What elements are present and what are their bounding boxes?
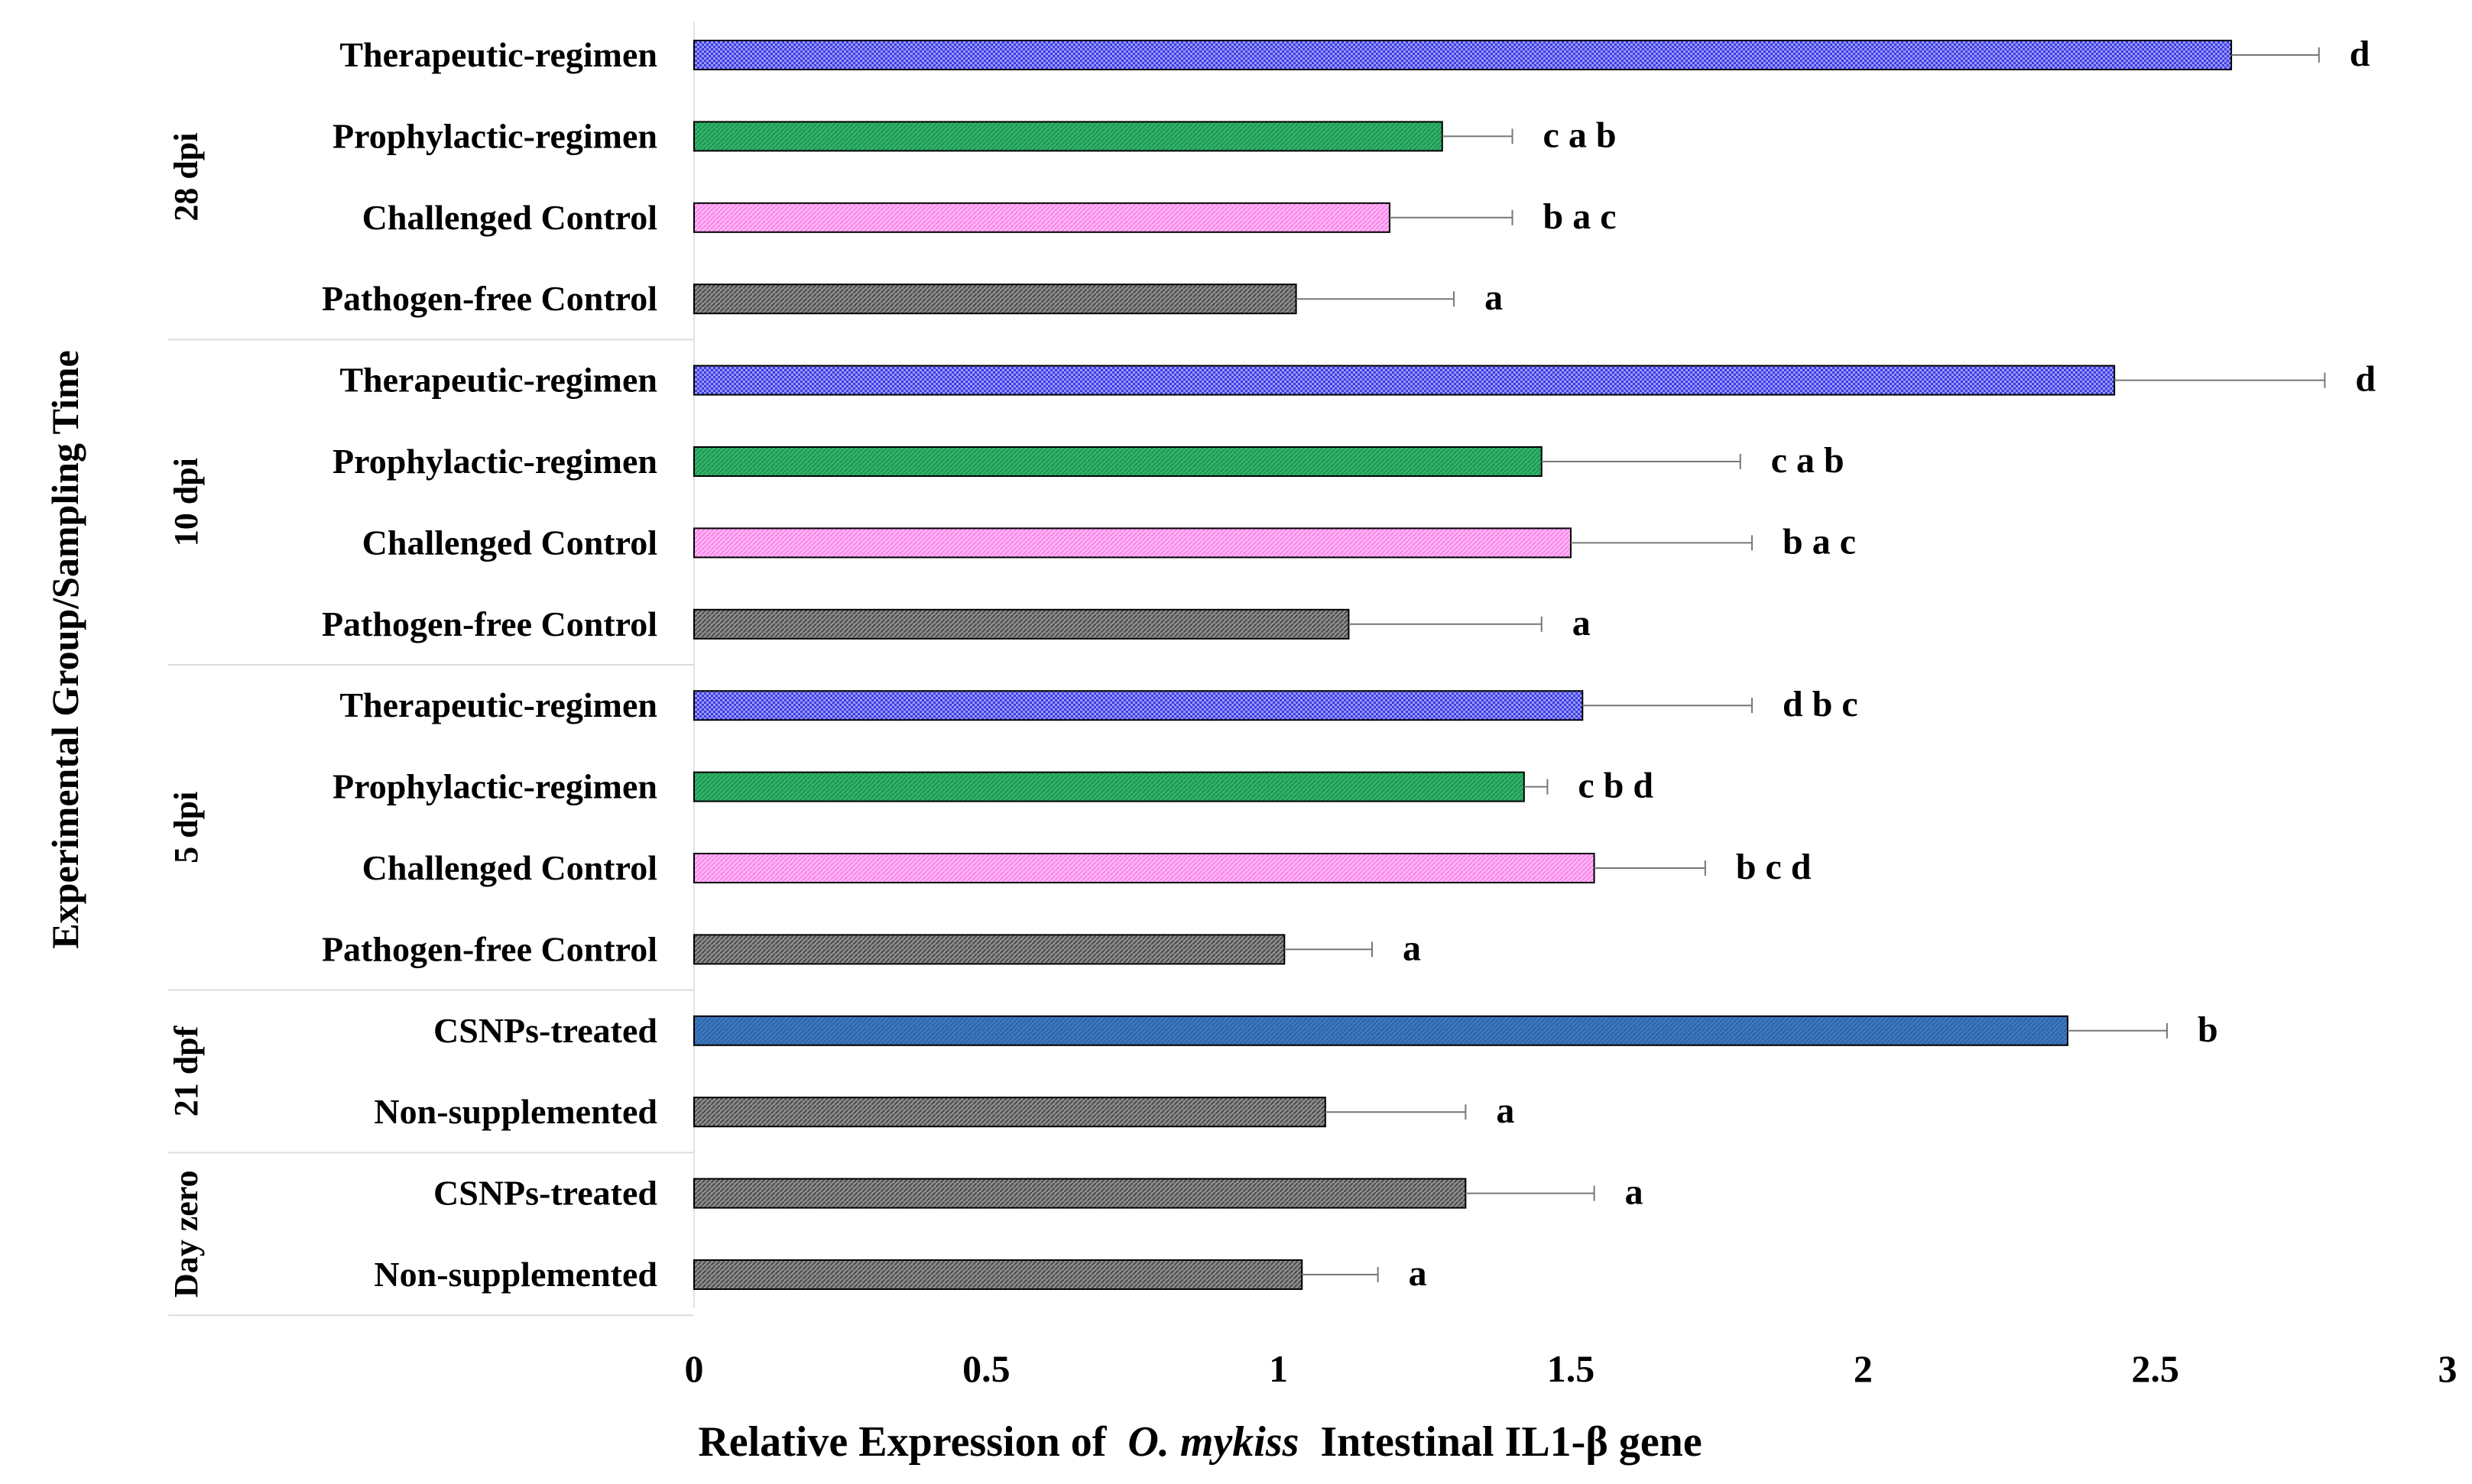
category-label-pathogen-free-control: Pathogen-free Control [322,279,657,318]
bar-10-dpi-therapeutic-regimen [693,365,2116,396]
group-label-5-dpi: 5 dpi [167,792,205,864]
significance-letters: d [2355,359,2376,400]
error-bars [1284,47,2326,1282]
bar-5-dpi-prophylactic-regimen [693,771,1525,802]
significance-letters: a [1496,1090,1514,1131]
bar-10-dpi-prophylactic-regimen [693,446,1543,477]
category-label-therapeutic-regimen: Therapeutic-regimen [339,685,657,724]
bar-5-dpi-challenged-control [693,853,1595,883]
bar-28-dpi-challenged-control [693,202,1390,233]
x-tick-label: 2 [1854,1347,1873,1390]
category-label-non-supplemented: Non-supplemented [374,1255,657,1294]
x-tick-labels: 0 0.5 1 1.5 2 2.5 3 [685,1347,2457,1390]
significance-letters: c a b [1543,115,1617,155]
significance-letters: d b c [1783,684,1858,724]
significance-letters: b a c [1783,521,1856,562]
category-label-prophylactic-regimen: Prophylactic-regimen [333,442,657,481]
bar-28-dpi-prophylactic-regimen [693,121,1443,152]
group-labels: 28 dpi 10 dpi 5 dpi 21 dpf Day zero [167,133,205,1298]
x-tick-label: 0.5 [962,1347,1011,1390]
bar-21-dpf-csnps-treated [693,1015,2068,1046]
x-axis-label-italic: O. mykiss [1127,1418,1299,1466]
significance-letters: b [2198,1009,2218,1050]
significance-letters: a [1409,1253,1427,1294]
x-tick-label: 0 [685,1347,704,1390]
category-label-pathogen-free-control: Pathogen-free Control [322,929,657,968]
significance-letters: a [1625,1172,1643,1213]
significance-letters: d c a b b a c a d c a b b a c a d b c c b d b c d a… [1403,34,2376,1294]
significance-letters: d [2350,34,2370,74]
significance-letters: b a c [1543,196,1617,237]
bar-5-dpi-pathogen-free-control [693,934,1286,965]
x-axis-label: Relative Expression of O. mykiss Intesti… [698,1418,1702,1466]
group-label-10-dpi: 10 dpi [167,458,205,546]
category-label-therapeutic-regimen: Therapeutic-regimen [339,361,657,400]
significance-letters: c a b [1771,440,1844,481]
y-axis-label: Experimental Group/Sampling Time [44,350,86,948]
category-label-challenged-control: Challenged Control [362,848,657,887]
category-label-non-supplemented: Non-supplemented [374,1092,657,1131]
bars [693,40,2233,1290]
bar-10-dpi-pathogen-free-control [693,608,1350,640]
bar-day-zero-csnps-treated [693,1178,1467,1209]
group-label-day-zero: Day zero [167,1171,205,1298]
bar-28-dpi-pathogen-free-control [693,284,1297,315]
category-label-prophylactic-regimen: Prophylactic-regimen [333,116,657,155]
category-label-pathogen-free-control: Pathogen-free Control [322,604,657,643]
significance-letters: a [1572,603,1591,643]
category-label-csnps-treated: CSNPs-treated [433,1174,657,1213]
x-tick-label: 1 [1269,1347,1288,1390]
category-label-challenged-control: Challenged Control [362,198,657,237]
bar-5-dpi-therapeutic-regimen [693,690,1584,721]
category-label-prophylactic-regimen: Prophylactic-regimen [333,767,657,806]
significance-letters: a [1403,928,1421,968]
category-label-csnps-treated: CSNPs-treated [433,1011,657,1050]
x-tick-label: 2.5 [2131,1347,2179,1390]
group-separators [168,21,695,1317]
x-tick-label: 1.5 [1547,1347,1595,1390]
bar-28-dpi-therapeutic-regimen [693,40,2233,70]
category-label-challenged-control: Challenged Control [362,523,657,562]
category-labels: Therapeutic-regimen Prophylactic-regimen C… [322,35,657,1294]
significance-letters: c b d [1578,766,1653,806]
bar-day-zero-non-supplemented [693,1259,1303,1290]
group-label-21-dpf: 21 dpf [167,1025,205,1116]
bar-10-dpi-challenged-control [693,527,1572,559]
x-axis-label-prefix: Relative Expression of [698,1418,1107,1466]
significance-letters: a [1484,277,1503,318]
bar-21-dpf-non-supplemented [693,1097,1326,1128]
significance-letters: b c d [1736,847,1812,887]
x-tick-label: 3 [2438,1347,2457,1390]
category-label-therapeutic-regimen: Therapeutic-regimen [339,35,657,74]
group-label-28-dpi: 28 dpi [167,133,205,222]
x-axis-label-suffix: Intestinal IL1-β gene [1320,1418,1702,1466]
